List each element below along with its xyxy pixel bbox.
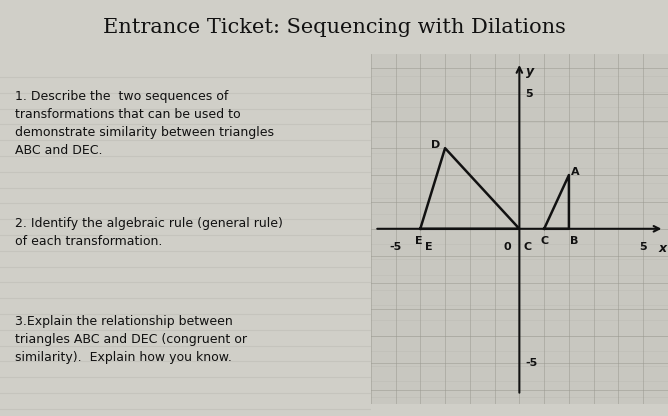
Text: C: C: [540, 236, 548, 246]
Text: B: B: [570, 236, 578, 246]
Text: C: C: [523, 242, 531, 252]
Text: 2. Identify the algebraic rule (general rule)
of each transformation.: 2. Identify the algebraic rule (general …: [15, 217, 283, 248]
Text: E: E: [415, 236, 423, 246]
Text: y: y: [526, 65, 534, 78]
Text: -5: -5: [526, 358, 538, 368]
Text: A: A: [570, 167, 579, 177]
Text: 0: 0: [503, 242, 511, 252]
Text: E: E: [426, 242, 433, 252]
Text: x: x: [659, 242, 667, 255]
Text: 1. Describe the  two sequences of
transformations that can be used to
demonstrat: 1. Describe the two sequences of transfo…: [15, 90, 274, 157]
Text: 3.Explain the relationship between
triangles ABC and DEC (congruent or
similarit: 3.Explain the relationship between trian…: [15, 314, 247, 364]
Text: Entrance Ticket: Sequencing with Dilations: Entrance Ticket: Sequencing with Dilatio…: [103, 17, 565, 37]
Text: D: D: [430, 141, 440, 151]
Text: 5: 5: [639, 242, 647, 252]
Text: -5: -5: [389, 242, 401, 252]
Text: 5: 5: [526, 89, 533, 99]
